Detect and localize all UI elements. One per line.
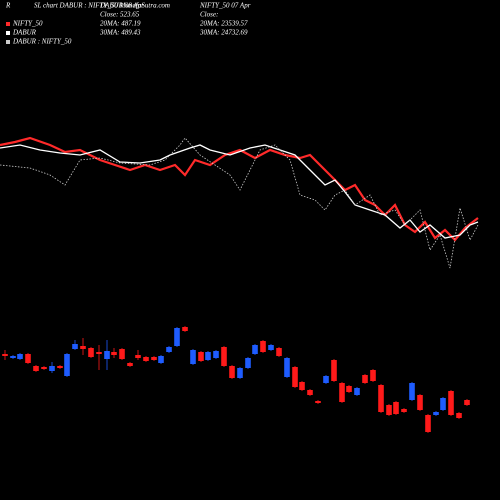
candle-body — [370, 370, 376, 381]
candle-body — [417, 395, 423, 410]
candle-body — [174, 328, 180, 346]
info-text: 30MA: 24732.69 — [199, 29, 248, 37]
legend-label: DABUR : NIFTY_50 — [12, 38, 72, 46]
candle-body — [401, 409, 407, 412]
candle-body — [409, 383, 415, 400]
candle-body — [448, 391, 454, 415]
candle-body — [205, 352, 211, 360]
candle-body — [41, 367, 47, 369]
legend-swatch — [6, 31, 10, 35]
candle-body — [198, 352, 204, 361]
candle-body — [425, 415, 431, 432]
candle-body — [96, 352, 102, 354]
candle-body — [80, 346, 86, 349]
candle-body — [57, 366, 63, 368]
candle-body — [143, 357, 149, 361]
info-text: 20MA: 23539.57 — [200, 20, 248, 28]
candle-body — [433, 412, 439, 415]
candle-body — [88, 348, 94, 357]
info-text: 30MA: 489.43 — [99, 29, 141, 37]
candle-body — [362, 375, 368, 383]
candle-body — [127, 363, 133, 366]
candle-body — [268, 345, 274, 350]
candle-body — [17, 354, 23, 359]
candle-body — [25, 354, 31, 363]
series-line — [0, 144, 479, 239]
candle-body — [119, 349, 125, 359]
candle-body — [221, 347, 227, 366]
candle-body — [339, 383, 345, 402]
candle-body — [237, 368, 243, 378]
candle-body — [151, 357, 157, 360]
candle-body — [378, 385, 384, 412]
candle-body — [393, 402, 399, 414]
candle-body — [315, 401, 321, 403]
info-text: Close: 523.65 — [100, 11, 140, 19]
legend-label: NIFTY_50 — [12, 20, 43, 28]
candle-body — [440, 398, 446, 410]
candle-body — [135, 355, 141, 358]
candle-body — [346, 386, 352, 392]
candle-body — [10, 356, 16, 358]
candle-body — [182, 327, 188, 331]
candle-body — [307, 390, 313, 395]
candle-body — [213, 351, 219, 358]
candle-body — [252, 345, 258, 354]
series-line — [0, 137, 479, 269]
info-text: NIFTY_50 07 Apr — [199, 2, 251, 10]
candle-body — [229, 366, 235, 378]
info-text: DABUR 08 Apr — [99, 2, 144, 10]
candle-body — [276, 348, 282, 356]
candle-body — [158, 356, 164, 363]
legend-label: DABUR — [12, 29, 37, 37]
series-line — [0, 136, 479, 242]
candle-body — [49, 366, 55, 371]
info-text: Close: — [200, 11, 218, 19]
candle-body — [299, 382, 305, 390]
candle-body — [456, 413, 462, 418]
candle-body — [245, 358, 251, 368]
candle-body — [33, 366, 39, 371]
candle-body — [464, 400, 470, 405]
candle-body — [190, 350, 196, 364]
candle-body — [72, 344, 78, 349]
candle-body — [323, 376, 329, 383]
candle-body — [292, 367, 298, 387]
candle-body — [260, 341, 266, 352]
legend-swatch — [6, 40, 10, 44]
legend-swatch — [6, 22, 10, 26]
candle-body — [354, 388, 360, 395]
candle-body — [2, 354, 8, 356]
candle-body — [111, 352, 117, 355]
candle-body — [386, 405, 392, 415]
header-mark: R — [5, 2, 11, 10]
candle-body — [284, 358, 290, 377]
candle-body — [166, 347, 172, 352]
chart-title: SL chart DABUR : NIFTY_50 MunafaSutra.co… — [34, 2, 170, 10]
candle-body — [331, 360, 337, 381]
candle-body — [64, 354, 70, 376]
candle-body — [104, 351, 110, 359]
info-text: 20MA: 487.19 — [100, 20, 141, 28]
